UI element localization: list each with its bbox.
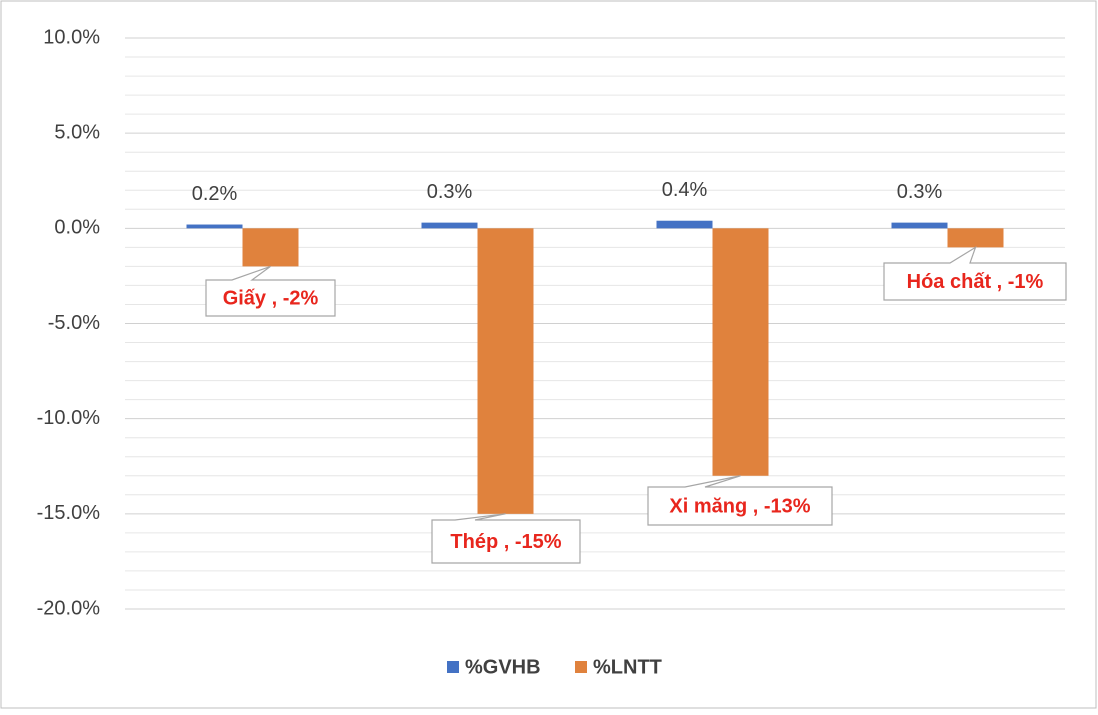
y-tick-label: -5.0% xyxy=(48,312,100,334)
legend-label: %GVHB xyxy=(465,656,541,678)
callout-box xyxy=(205,265,336,317)
value-label: 0.3% xyxy=(427,181,473,203)
callout-label: Xi măng , -13% xyxy=(669,495,810,517)
bar xyxy=(477,228,534,514)
legend-swatch xyxy=(575,661,587,673)
bar xyxy=(891,222,948,229)
bar xyxy=(656,220,713,229)
bar xyxy=(947,228,1004,248)
bar xyxy=(712,228,769,476)
callout-label: Giấy , -2% xyxy=(223,287,319,309)
y-tick-label: 10.0% xyxy=(43,26,100,48)
value-label: 0.3% xyxy=(897,181,943,203)
bar xyxy=(421,222,478,229)
y-tick-label: -10.0% xyxy=(37,407,101,429)
bar xyxy=(242,228,299,267)
y-tick-label: -20.0% xyxy=(37,597,101,619)
bar xyxy=(186,224,243,229)
y-tick-label: -15.0% xyxy=(37,502,101,524)
value-label: 0.2% xyxy=(192,183,238,205)
value-label: 0.4% xyxy=(662,179,708,201)
callout-box xyxy=(431,513,581,564)
legend-swatch xyxy=(447,661,459,673)
callout-label: Thép , -15% xyxy=(450,531,561,553)
y-tick-label: 0.0% xyxy=(54,217,100,239)
callout-label: Hóa chất , -1% xyxy=(907,271,1044,293)
y-tick-label: 5.0% xyxy=(54,121,100,143)
callout-box xyxy=(647,475,833,526)
legend-label: %LNTT xyxy=(593,656,662,678)
callout-box xyxy=(883,245,1067,301)
